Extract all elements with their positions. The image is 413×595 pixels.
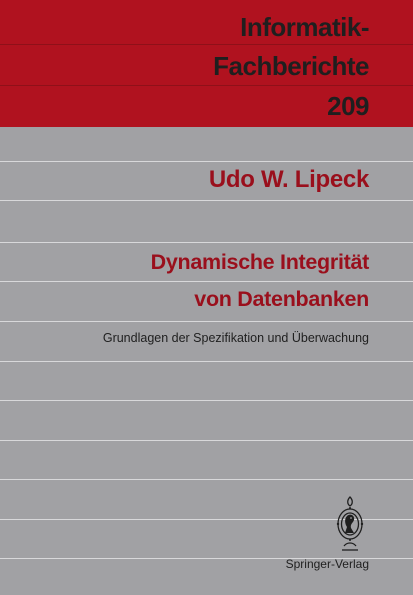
band-rule xyxy=(0,44,413,45)
series-volume-number: 209 xyxy=(327,91,369,121)
cover-rule xyxy=(0,200,413,201)
cover-rule xyxy=(0,400,413,401)
springer-chess-knight-icon xyxy=(336,496,364,551)
series-band xyxy=(0,0,413,127)
cover-rule xyxy=(0,242,413,243)
band-rule xyxy=(0,85,413,86)
cover-rule xyxy=(0,161,413,162)
cover-rule xyxy=(0,558,413,559)
cover-rule xyxy=(0,440,413,441)
cover-rule xyxy=(0,479,413,480)
book-title-line1: Dynamische Integrität xyxy=(150,250,370,274)
publisher-name: Springer-Verlag xyxy=(285,557,369,571)
cover-rule xyxy=(0,281,413,282)
book-title-line2: von Datenbanken xyxy=(194,287,369,311)
cover-rule xyxy=(0,361,413,362)
cover-rule xyxy=(0,519,413,520)
series-name-line2: Fachberichte xyxy=(213,51,369,81)
series-name-line1: Informatik- xyxy=(240,12,369,42)
cover-rule xyxy=(0,321,413,322)
author-name: Udo W. Lipeck xyxy=(208,166,369,193)
book-subtitle: Grundlagen der Spezifikation und Überwac… xyxy=(102,331,369,345)
